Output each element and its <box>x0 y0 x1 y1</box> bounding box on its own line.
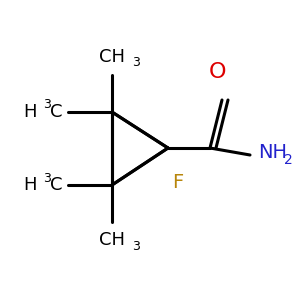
Text: 3: 3 <box>132 239 140 253</box>
Text: H: H <box>23 176 37 194</box>
Text: 2: 2 <box>284 153 293 167</box>
Text: CH: CH <box>99 48 125 66</box>
Text: 3: 3 <box>43 98 51 112</box>
Text: F: F <box>172 172 184 191</box>
Text: C: C <box>50 103 62 121</box>
Text: CH: CH <box>99 231 125 249</box>
Text: O: O <box>209 62 227 82</box>
Text: NH: NH <box>258 143 287 163</box>
Text: H: H <box>23 103 37 121</box>
Text: 3: 3 <box>132 56 140 68</box>
Text: C: C <box>50 176 62 194</box>
Text: 3: 3 <box>43 172 51 184</box>
